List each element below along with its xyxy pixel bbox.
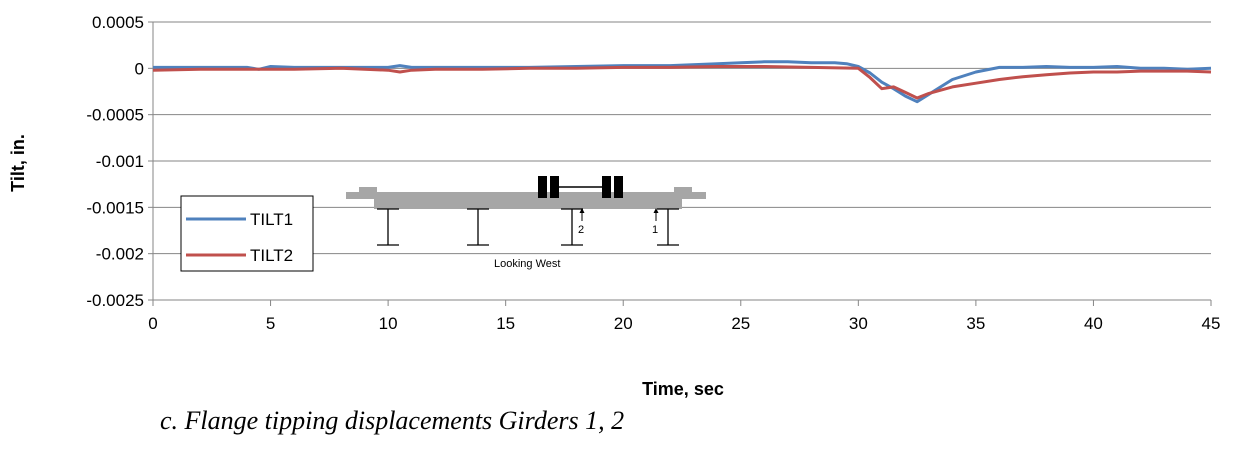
x-tick-label: 40 [1084,314,1103,333]
x-tick-label: 25 [731,314,750,333]
legend-box [180,195,314,272]
x-tick-label: 20 [614,314,633,333]
girder-label-2: 2 [578,224,584,236]
x-axis-title: Time, sec [642,379,724,399]
y-axis-title: Tilt, in. [8,134,28,192]
series-line-tilt1 [153,60,1212,104]
girders [377,208,679,246]
sensor-arrowhead-1 [653,208,659,213]
sensor-arrowhead-2 [579,208,585,213]
x-tick-label: 30 [849,314,868,333]
truck-wheel [602,176,611,198]
y-tick-label: 0 [135,59,144,78]
y-tick-label: -0.0025 [86,291,144,310]
figure-caption: c. Flange tipping displacements Girders … [160,406,625,435]
y-tick-label: -0.001 [96,152,144,171]
y-tick-label: -0.0005 [86,106,144,125]
x-axis-ticks: 0 5 10 15 20 25 30 35 40 45 [148,300,1220,333]
legend: TILT1 TILT2 [180,195,314,272]
y-axis-ticks: 0.0005 0 -0.0005 -0.001 -0.0015 -0.002 -0.0025 [86,13,153,310]
y-tick-label: 0.0005 [92,13,144,32]
x-tick-label: 45 [1202,314,1221,333]
y-tick-label: -0.0015 [86,198,144,217]
truck-wheel [614,176,623,198]
deck-slab [346,192,706,199]
truck-wheel [538,176,547,198]
legend-label-tilt1: TILT1 [250,210,293,229]
legend-label-tilt2: TILT2 [250,246,293,265]
barrier-left [359,187,377,199]
x-tick-label: 5 [266,314,275,333]
series-line-tilt2 [152,65,1212,100]
inset-caption: Looking West [494,258,560,270]
chart: 0.0005 0 -0.0005 -0.001 -0.0015 -0.002 -0.0025… [8,13,1220,399]
barrier-right [674,187,692,199]
series-lines [152,60,1212,104]
y-tick-label: -0.002 [96,245,144,264]
x-tick-label: 15 [496,314,515,333]
bridge-cross-section-inset: 2 1 Looking West [346,176,706,270]
truck-wheel [550,176,559,198]
x-tick-label: 0 [148,314,157,333]
x-tick-label: 10 [379,314,398,333]
haunch [374,199,682,209]
x-tick-label: 35 [966,314,985,333]
girder-label-1: 1 [652,224,658,236]
